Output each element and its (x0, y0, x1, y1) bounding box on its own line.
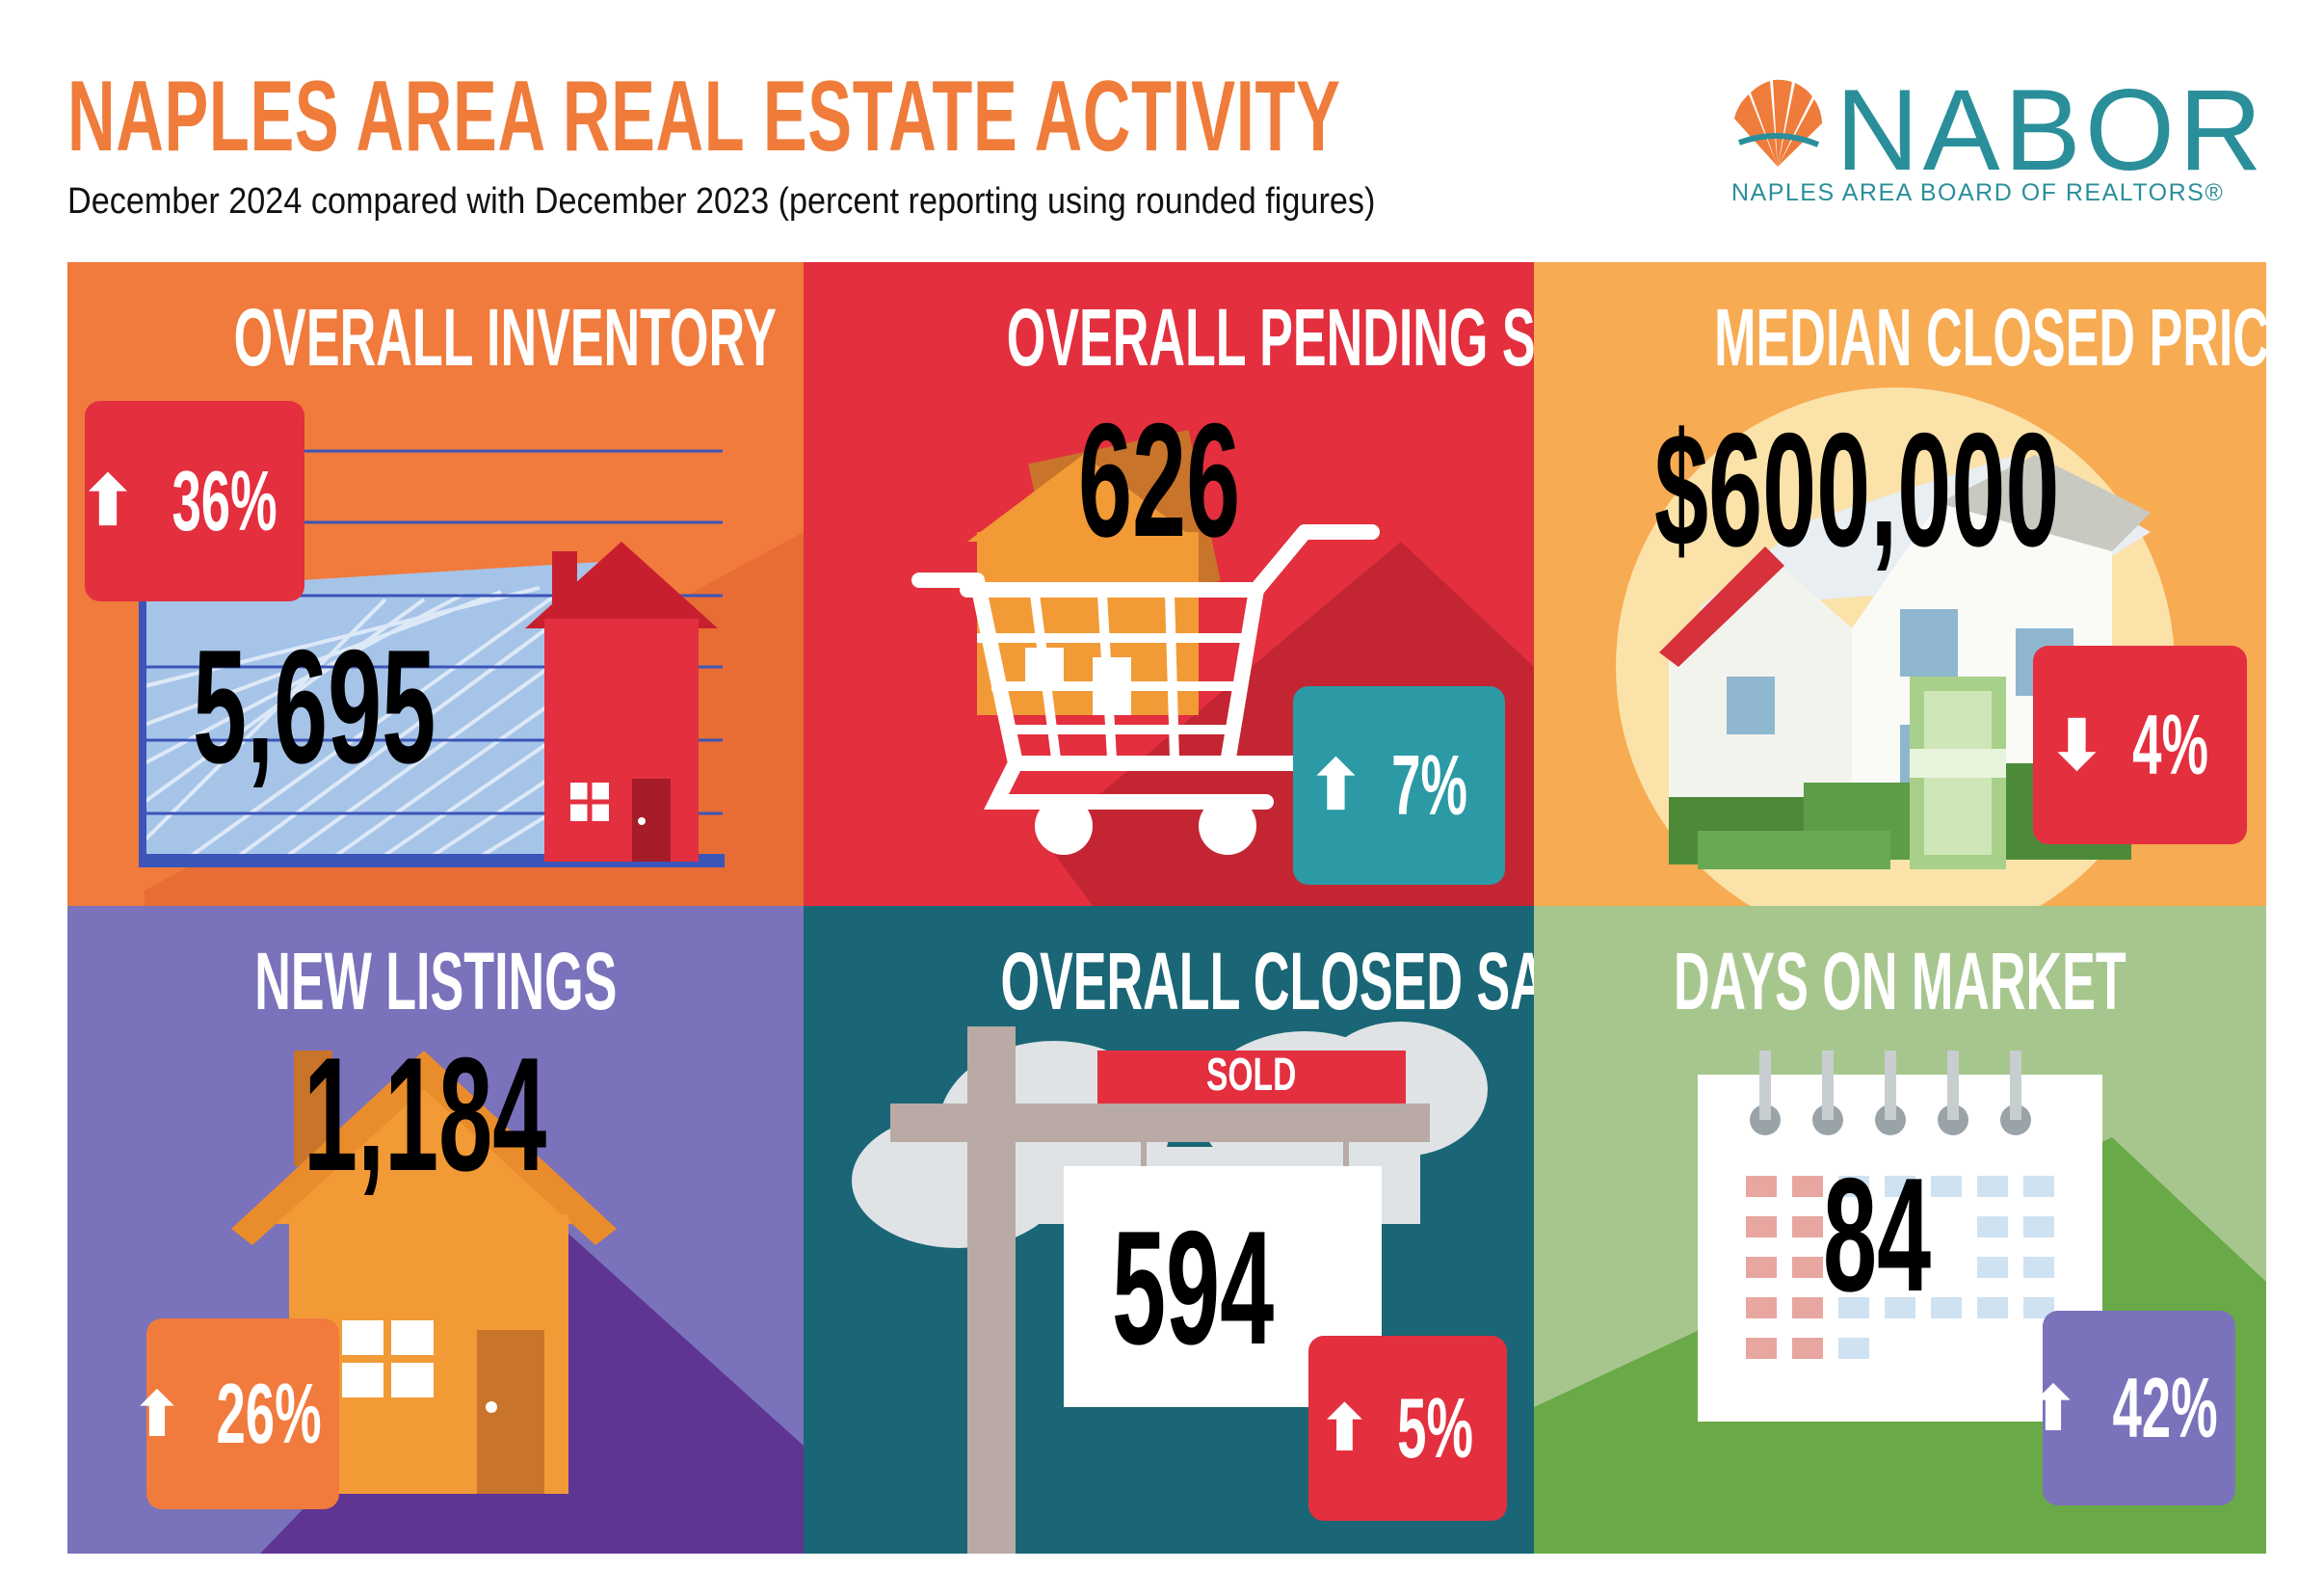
closed-sales-value: 594 (1112, 1197, 1275, 1378)
panel-overall-closed-sales: SOLD OVERALL CLOSED SALES 594 ⬆5% (804, 906, 1534, 1554)
arrow-up-icon: ⬆ (79, 464, 137, 539)
change-badge: ⬆ 5% (1308, 1336, 1507, 1521)
arrow-up-icon: ⬆ (1307, 748, 1364, 823)
change-badge: ⬆ 36% (80, 401, 304, 601)
panel-title: OVERALL INVENTORY (233, 292, 777, 383)
arrow-up-icon: ⬆ (131, 1381, 182, 1449)
pending-value: 626 (1078, 389, 1241, 571)
house-chart-illustration (139, 449, 804, 906)
arrow-up-icon: ⬆ (2027, 1375, 2078, 1443)
house-illustration (231, 1051, 804, 1554)
new-listings-value: 1,184 (304, 1024, 547, 1205)
panel-title: OVERALL PENDING SALES (1006, 292, 1534, 383)
panel-overall-pending-sales: OVERALL PENDING SALES 626 ⬆7% (804, 262, 1534, 906)
panel-overall-inventory: OVERALL INVENTORY 5,695 ⬆ 36% (67, 262, 804, 906)
logo-name: NABOR (1835, 66, 2266, 195)
shell-icon (1734, 79, 1822, 167)
panel-median-closed-price: MEDIAN CLOSED PRICE $600,000 ⬇ 4% (1534, 262, 2266, 906)
logo-tagline: NAPLES AREA BOARD OF REALTORS® (1731, 179, 2225, 206)
panel-new-listings: NEW LISTINGS 1,184 ⬆ 26% (67, 906, 804, 1554)
sold-label: SOLD (1206, 1050, 1297, 1101)
panel-title: OVERALL CLOSED SALES (1000, 936, 1534, 1026)
days-on-market-value: 84 (1823, 1144, 1932, 1325)
median-price-value: $600,000 (1654, 399, 2060, 580)
panel-title: NEW LISTINGS (253, 936, 618, 1026)
nabor-logo: NABOR NAPLES AREA BOARD OF REALTORS® (1730, 67, 2269, 212)
inventory-value: 5,695 (193, 616, 436, 797)
change-badge: ⬆ 7% (1293, 686, 1505, 885)
page-title: NAPLES AREA REAL ESTATE ACTIVITY (67, 61, 1341, 173)
panel-title: DAYS ON MARKET (1674, 936, 2126, 1026)
arrow-up-icon: ⬆ (1318, 1393, 1371, 1463)
panel-days-on-market: DAYS ON MARKET 84 ⬆ 42% (1534, 906, 2266, 1554)
change-badge: ⬇ 4% (2033, 646, 2247, 844)
change-badge: ⬆ 26% (132, 1318, 339, 1509)
change-badge: ⬆ 42% (2028, 1311, 2235, 1505)
page-subtitle: December 2024 compared with December 202… (67, 181, 1376, 222)
panel-title: MEDIAN CLOSED PRICE (1714, 292, 2266, 383)
arrow-down-icon: ⬇ (2048, 707, 2105, 783)
